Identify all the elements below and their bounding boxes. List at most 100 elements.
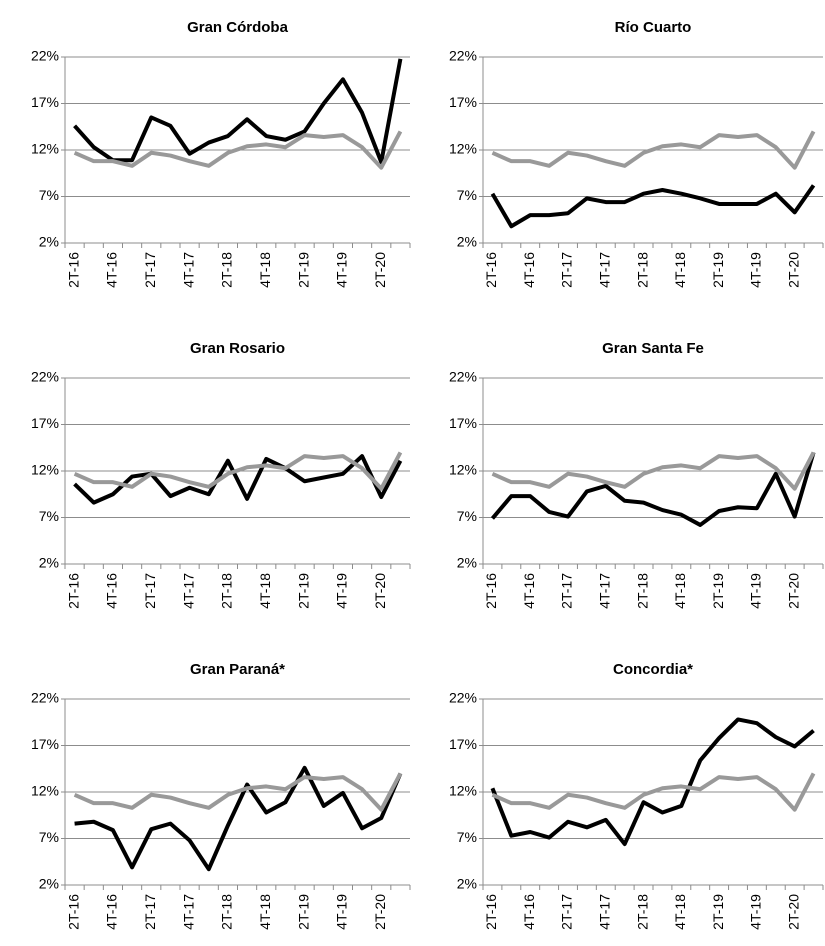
x-tick-label: 4T-19 — [748, 573, 764, 609]
y-tick-label: 2% — [39, 234, 59, 250]
x-tick-label: 4T-16 — [104, 252, 120, 288]
x-tick-label: 2T-16 — [65, 252, 81, 288]
x-tick-label: 4T-19 — [334, 573, 350, 609]
x-tick-label: 2T-17 — [142, 252, 158, 288]
x-tick-label: 4T-19 — [334, 252, 350, 288]
series-line — [491, 130, 816, 170]
y-tick-label: 12% — [449, 141, 477, 157]
x-tick-label: 2T-16 — [483, 573, 499, 609]
x-tick-label: 2T-16 — [65, 894, 81, 930]
x-tick-label: 4T-18 — [257, 573, 273, 609]
x-tick-label: 4T-18 — [257, 252, 273, 288]
x-tick-label: 2T-18 — [219, 894, 235, 930]
y-tick-label: 12% — [449, 783, 477, 799]
y-tick-label: 22% — [31, 690, 59, 706]
y-tick-label: 17% — [31, 94, 59, 110]
chart-title: Gran Santa Fe — [602, 340, 704, 357]
series-line — [491, 772, 816, 812]
chart-title: Río Cuarto — [615, 19, 692, 36]
x-tick-label: 2T-17 — [559, 894, 575, 930]
y-tick-label: 12% — [31, 141, 59, 157]
x-tick-label: 2T-20 — [372, 894, 388, 930]
x-tick-label: 2T-17 — [142, 573, 158, 609]
y-tick-label: 7% — [39, 829, 59, 845]
x-tick-label: 2T-19 — [295, 894, 311, 930]
chart-title: Gran Córdoba — [187, 19, 288, 36]
x-tick-label: 4T-17 — [180, 894, 196, 930]
chart-title: Gran Paraná* — [190, 661, 285, 678]
x-tick-label: 2T-18 — [219, 573, 235, 609]
y-tick-label: 7% — [457, 187, 477, 203]
y-tick-label: 12% — [31, 462, 59, 478]
x-tick-label: 4T-16 — [521, 894, 537, 930]
x-tick-label: 4T-18 — [257, 894, 273, 930]
y-tick-label: 2% — [457, 876, 477, 892]
x-tick-label: 2T-17 — [559, 573, 575, 609]
series-line — [73, 451, 403, 491]
x-tick-label: 2T-19 — [295, 573, 311, 609]
x-tick-label: 4T-17 — [596, 252, 612, 288]
y-tick-label: 7% — [39, 508, 59, 524]
series-line — [74, 765, 403, 872]
y-tick-label: 17% — [449, 736, 477, 752]
x-tick-label: 2T-20 — [785, 252, 801, 288]
series-line — [73, 772, 403, 812]
y-tick-label: 7% — [39, 187, 59, 203]
x-tick-label: 4T-18 — [672, 894, 688, 930]
y-tick-label: 2% — [457, 555, 477, 571]
y-tick-label: 22% — [449, 48, 477, 64]
series-line — [490, 184, 816, 229]
series-line — [73, 454, 403, 505]
chart-title: Concordia* — [613, 661, 693, 678]
x-tick-label: 2T-20 — [785, 573, 801, 609]
x-tick-label: 2T-19 — [710, 573, 726, 609]
x-tick-label: 2T-19 — [295, 252, 311, 288]
series-line — [490, 451, 816, 527]
x-tick-label: 2T-18 — [634, 894, 650, 930]
x-tick-label: 4T-17 — [180, 573, 196, 609]
y-tick-label: 2% — [39, 876, 59, 892]
x-tick-label: 4T-18 — [672, 573, 688, 609]
x-tick-label: 2T-16 — [65, 573, 81, 609]
y-tick-label: 2% — [457, 234, 477, 250]
y-tick-label: 22% — [31, 48, 59, 64]
chart-title: Gran Rosario — [190, 340, 285, 357]
x-tick-label: 4T-17 — [596, 573, 612, 609]
x-tick-label: 2T-19 — [710, 894, 726, 930]
x-tick-label: 4T-17 — [180, 252, 196, 288]
x-tick-label: 2T-18 — [634, 573, 650, 609]
x-tick-label: 2T-16 — [483, 252, 499, 288]
y-tick-label: 12% — [449, 462, 477, 478]
x-tick-label: 2T-17 — [142, 894, 158, 930]
y-tick-label: 17% — [31, 415, 59, 431]
x-tick-label: 2T-19 — [710, 252, 726, 288]
y-tick-label: 7% — [457, 508, 477, 524]
x-tick-label: 2T-17 — [559, 252, 575, 288]
x-tick-label: 4T-16 — [104, 573, 120, 609]
y-tick-label: 7% — [457, 829, 477, 845]
y-tick-label: 17% — [449, 94, 477, 110]
x-tick-label: 2T-18 — [219, 252, 235, 288]
x-tick-label: 2T-20 — [785, 894, 801, 930]
y-tick-label: 22% — [449, 690, 477, 706]
x-tick-label: 4T-16 — [521, 573, 537, 609]
x-tick-label: 4T-17 — [596, 894, 612, 930]
series-line — [490, 717, 815, 847]
series-line — [73, 58, 403, 165]
y-tick-label: 2% — [39, 555, 59, 571]
y-tick-label: 22% — [449, 369, 477, 385]
series-line — [491, 451, 816, 491]
x-tick-label: 4T-16 — [521, 252, 537, 288]
y-tick-label: 17% — [31, 736, 59, 752]
x-tick-label: 2T-20 — [372, 573, 388, 609]
series-line — [73, 130, 403, 170]
x-tick-label: 4T-19 — [334, 894, 350, 930]
y-tick-label: 22% — [31, 369, 59, 385]
x-tick-label: 2T-20 — [372, 252, 388, 288]
x-tick-label: 2T-16 — [483, 894, 499, 930]
x-tick-label: 4T-16 — [104, 894, 120, 930]
y-tick-label: 17% — [449, 415, 477, 431]
y-tick-label: 12% — [31, 783, 59, 799]
